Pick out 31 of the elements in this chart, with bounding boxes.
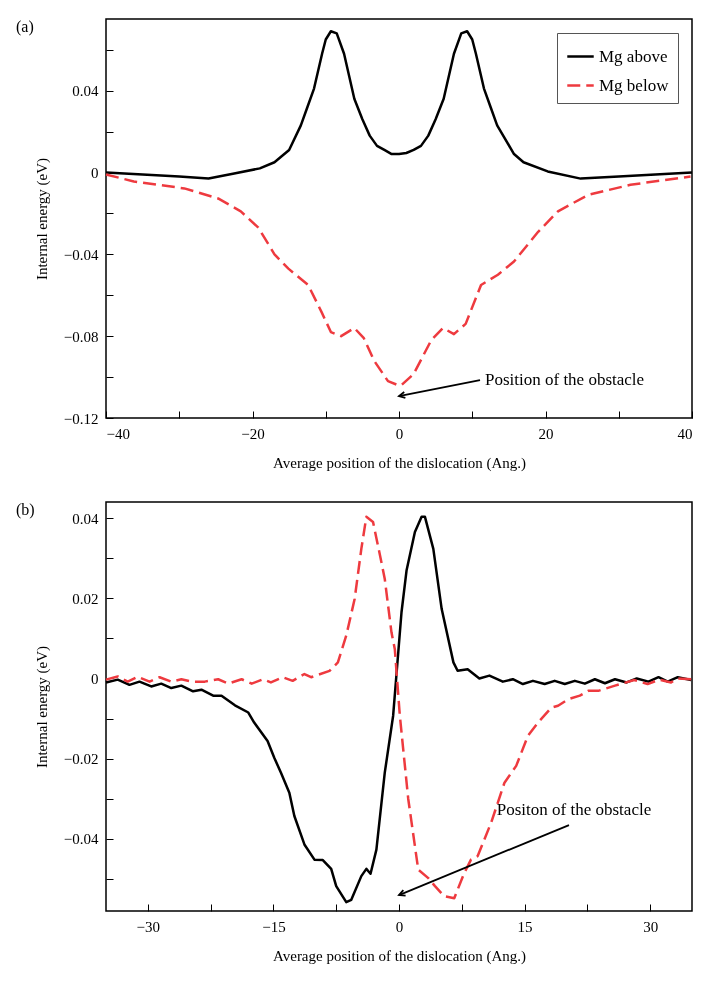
x-tick-label: 0 bbox=[395, 425, 404, 442]
y-axis-title: Internal energy (eV) bbox=[33, 645, 51, 769]
legend-label: Mg below bbox=[599, 75, 670, 95]
x-tick-label: −40 bbox=[106, 425, 130, 442]
annotation: Position of the obstacle bbox=[485, 370, 645, 390]
y-tick-label: 0.02 bbox=[72, 590, 99, 607]
text: (a) bbox=[16, 18, 34, 36]
y-tick-label: 0.04 bbox=[72, 83, 99, 100]
y-tick-label: 0.04 bbox=[72, 510, 99, 527]
text: (b) bbox=[16, 501, 35, 519]
y-tick-label: −0.04 bbox=[63, 246, 99, 263]
y-axis-title: Internal energy (eV) bbox=[33, 157, 51, 281]
x-tick-label: 0 bbox=[395, 918, 404, 935]
legend-label: Mg above bbox=[599, 46, 668, 66]
x-axis-title: Average position of the dislocation (Ang.) bbox=[273, 947, 526, 965]
y-tick-label: 0 bbox=[91, 670, 99, 687]
x-tick-label: 20 bbox=[538, 425, 554, 442]
annotation: Positon of the obstacle bbox=[496, 800, 652, 820]
y-tick-label: −0.02 bbox=[63, 751, 99, 768]
x-axis-title: Average position of the dislocation (Ang.) bbox=[273, 454, 526, 472]
x-tick-label: −20 bbox=[241, 425, 265, 442]
y-tick-label: −0.04 bbox=[63, 831, 99, 848]
y-tick-label: 0 bbox=[91, 164, 99, 181]
x-tick-label: 40 bbox=[677, 425, 693, 442]
line-series bbox=[104, 173, 692, 387]
x-tick-label: −15 bbox=[262, 918, 286, 935]
y-tick-label: −0.08 bbox=[63, 328, 99, 345]
x-tick-label: −30 bbox=[136, 918, 161, 935]
y-tick-label: −0.12 bbox=[63, 410, 99, 427]
x-tick-label: 30 bbox=[643, 918, 659, 935]
x-tick-label: 15 bbox=[517, 918, 533, 935]
